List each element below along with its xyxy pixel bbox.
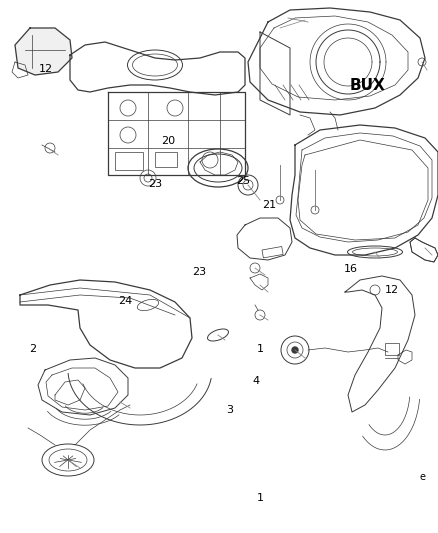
Text: 23: 23	[148, 179, 162, 189]
Text: 21: 21	[262, 200, 276, 210]
Bar	[155, 152, 177, 167]
Text: 3: 3	[226, 406, 233, 415]
Text: 24: 24	[118, 296, 132, 306]
Text: 12: 12	[39, 64, 53, 74]
Text: e: e	[420, 472, 426, 482]
Text: 16: 16	[343, 264, 357, 274]
Text: 12: 12	[385, 286, 399, 295]
Bar	[115, 152, 143, 170]
Polygon shape	[15, 28, 72, 75]
Text: 2: 2	[29, 344, 36, 354]
Text: 25: 25	[236, 176, 250, 186]
Circle shape	[292, 347, 298, 353]
Text: 20: 20	[162, 136, 176, 146]
Text: BUX: BUX	[350, 78, 386, 93]
Text: 4: 4	[253, 376, 260, 386]
Bar	[262, 247, 283, 258]
Text: 23: 23	[192, 267, 206, 277]
Text: 1: 1	[257, 494, 264, 503]
Text: 1: 1	[257, 344, 264, 354]
Bar	[385, 343, 399, 355]
